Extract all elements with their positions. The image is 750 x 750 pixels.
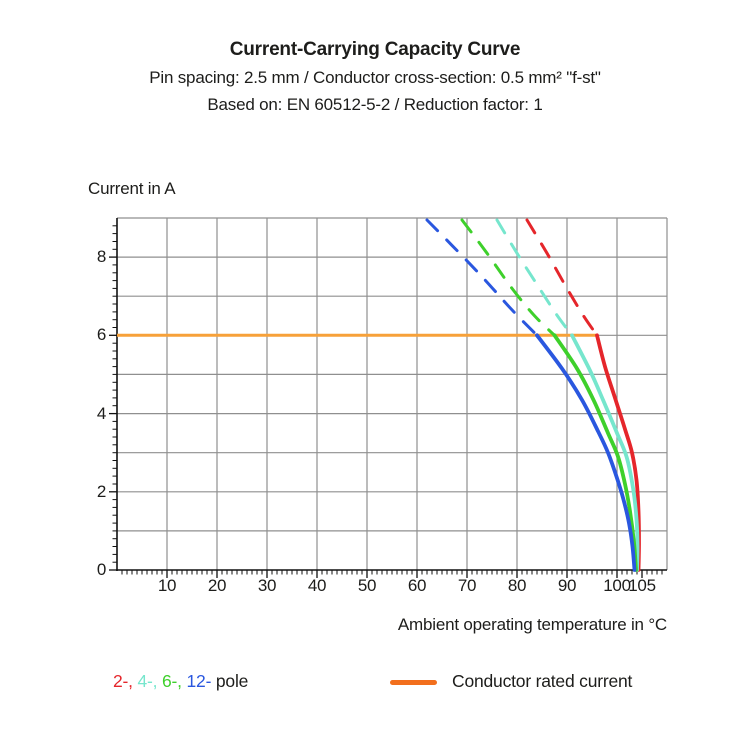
x-tick-label: 80 — [507, 576, 527, 595]
legend-item-4-pole: 4-, — [137, 671, 158, 691]
x-tick-label: 40 — [307, 576, 327, 595]
x-tick-label: 70 — [457, 576, 477, 595]
chart-subtitle-pin-spacing: Pin spacing: 2.5 mm / Conductor cross-se… — [149, 68, 601, 87]
x-tick-label: 100 — [603, 576, 631, 595]
legend-item-6-pole: 6-, — [162, 671, 182, 691]
x-tick-label: 20 — [207, 576, 227, 595]
y-tick-label: 0 — [96, 560, 106, 579]
legend-pole-suffix: pole — [215, 671, 249, 691]
x-tick-label: 10 — [157, 576, 177, 595]
x-tick-label: 50 — [357, 576, 377, 595]
chart-title: Current-Carrying Capacity Curve — [229, 39, 521, 60]
x-axis-label: Ambient operating temperature in °C — [397, 615, 667, 634]
legend-rated-current-label: Conductor rated current — [452, 671, 633, 691]
x-tick-label: 60 — [407, 576, 427, 595]
y-axis-label: Current in A — [88, 179, 176, 198]
legend-item-2-pole: 2-, — [113, 671, 133, 691]
legend-pole-counts: 2-, 4-, 6-, 12- pole — [113, 671, 248, 692]
rated-current-line-swatch — [390, 680, 437, 685]
y-tick-label: 8 — [96, 247, 106, 267]
legend-item-12-pole: 12- — [186, 671, 212, 691]
y-tick-label: 6 — [96, 325, 106, 345]
y-tick-label: 2 — [96, 481, 106, 501]
y-tick-label: 4 — [96, 403, 106, 423]
x-tick-label: 90 — [557, 576, 577, 595]
chart-subtitle-standard: Based on: EN 60512-5-2 / Reduction facto… — [207, 95, 543, 114]
x-tick-label: 30 — [257, 576, 277, 595]
x-tick-label: 105 — [628, 576, 656, 595]
